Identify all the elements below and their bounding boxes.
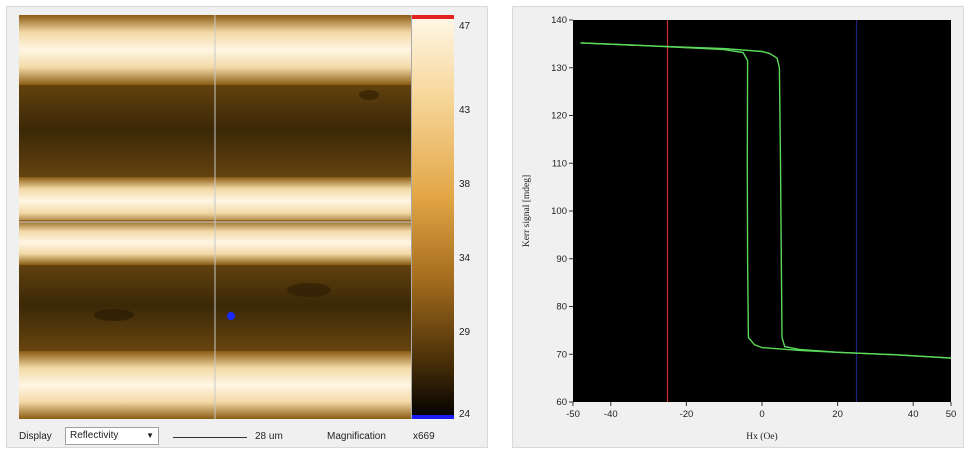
x-tick-label: -20: [680, 409, 694, 420]
colorbar-tick: 24: [459, 409, 471, 420]
colorbar-tick: 38: [459, 179, 471, 190]
display-mode-select[interactable]: Reflectivity ▼: [65, 427, 159, 445]
colorbar: [411, 15, 454, 419]
x-tick-label: -40: [604, 409, 618, 420]
colorbar-min-marker[interactable]: [412, 415, 454, 419]
image-controls: Display Reflectivity ▼ 28 um Magnificati…: [7, 427, 487, 447]
y-axis-label: Kerr signal [mdeg]: [522, 175, 532, 247]
y-tick-label: 90: [556, 254, 567, 265]
display-mode-value: Reflectivity: [70, 430, 119, 441]
hysteresis-branch-line: [580, 42, 952, 359]
scale-bar-value: 28 um: [255, 431, 283, 442]
magnification-label: Magnification: [327, 431, 386, 442]
y-tick-label: 70: [556, 349, 567, 360]
y-tick-label: 130: [551, 63, 567, 74]
y-tick-label: 140: [551, 15, 567, 26]
kerr-image-view[interactable]: [19, 15, 412, 419]
plot-area[interactable]: [573, 20, 951, 402]
hysteresis-chart: -50 -40 -20 0 20 40 50 140 130 120 110 100 90 80 70 60…: [522, 15, 957, 442]
y-tick-label: 120: [551, 111, 567, 122]
x-tick-label: 20: [832, 409, 843, 420]
x-tick-label: 50: [946, 409, 957, 420]
x-tick-label: 0: [759, 409, 764, 420]
chevron-down-icon: ▼: [146, 431, 154, 440]
magnification-value: x669: [413, 431, 435, 442]
kerr-image: [19, 15, 412, 419]
y-tick-label: 110: [552, 158, 567, 169]
colorbar-tick: 43: [459, 105, 471, 116]
probe-marker[interactable]: [227, 312, 235, 320]
colorbar-tick: 29: [459, 327, 471, 338]
y-tick-label: 60: [556, 397, 567, 408]
scale-bar: [173, 437, 247, 438]
colorbar-tick: 34: [459, 253, 471, 264]
x-tick-label: -50: [566, 409, 580, 420]
image-panel: 47 43 38 34 29 24 Display Reflectivity ▼…: [6, 6, 488, 448]
y-tick-label: 80: [556, 302, 567, 313]
colorbar-max-marker[interactable]: [412, 15, 454, 19]
display-label: Display: [19, 431, 52, 442]
hysteresis-chart-panel: -50 -40 -20 0 20 40 50 140 130 120 110 100 90 80 70 60…: [512, 6, 964, 448]
x-axis-label: Hx (Oe): [746, 431, 777, 442]
y-tick-label: 100: [551, 206, 567, 217]
x-tick-label: 40: [908, 409, 919, 420]
colorbar-tick: 47: [459, 21, 471, 32]
